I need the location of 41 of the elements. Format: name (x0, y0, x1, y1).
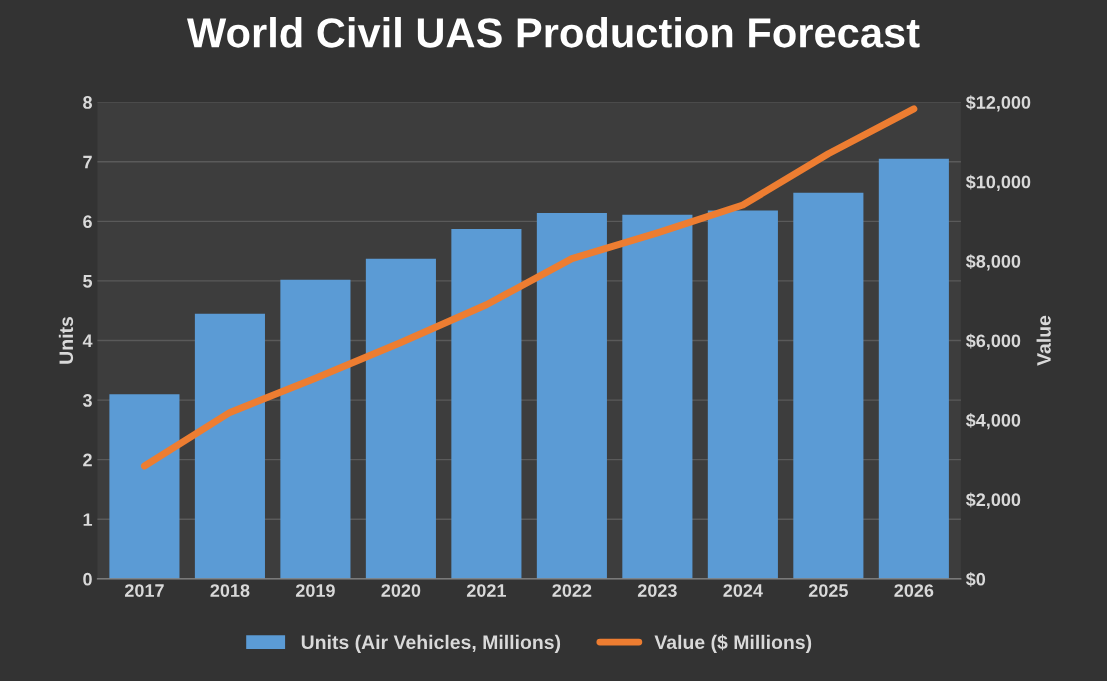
y2-tick-label: $0 (965, 571, 986, 587)
legend-label: Value ($ Millions) (654, 634, 812, 653)
y-tick-label: 7 (83, 155, 92, 169)
x-tick-label: 2021 (466, 584, 506, 597)
y2-tick-label: $2,000 (965, 492, 1021, 509)
bar (707, 210, 778, 579)
y-tick-label: 0 (83, 572, 92, 586)
bar (280, 279, 351, 579)
bar (878, 158, 949, 579)
y-tick-label: 1 (83, 513, 93, 526)
legend-label: Units (Air Vehicles, Millions) (301, 634, 561, 653)
y-tick-label: 2 (83, 453, 92, 467)
y2-tick-label: $8,000 (965, 254, 1021, 271)
bar (536, 212, 607, 579)
x-tick-label: 2019 (295, 584, 335, 597)
y-tick-label: 8 (83, 96, 92, 109)
y2-tick-label: $6,000 (965, 333, 1021, 350)
bar (109, 394, 180, 579)
y-axis-title: Units (58, 316, 74, 364)
y2-tick-label: $10,000 (965, 174, 1031, 191)
y-tick-label: 4 (82, 334, 93, 348)
x-tick-label: 2022 (552, 584, 592, 597)
x-tick-label: 2018 (210, 584, 250, 597)
x-tick-label: 2023 (637, 584, 677, 597)
x-tick-label: 2020 (381, 584, 421, 597)
y2-tick-label: $12,000 (965, 95, 1031, 112)
bar (194, 313, 265, 579)
bar (622, 214, 693, 579)
y2-axis-title: Value (1036, 315, 1051, 366)
bar (451, 229, 522, 579)
chart-title: World Civil UAS Production Forecast (186, 17, 920, 48)
x-tick-label: 2024 (723, 584, 763, 597)
y2-tick-label: $4,000 (965, 413, 1021, 430)
x-tick-label: 2026 (894, 584, 934, 597)
y-tick-label: 5 (83, 275, 93, 288)
bar (793, 192, 864, 579)
x-tick-label: 2017 (124, 584, 164, 597)
bar (365, 258, 436, 579)
y-tick-label: 6 (83, 215, 92, 229)
y-tick-label: 3 (82, 394, 92, 407)
x-tick-label: 2025 (808, 584, 848, 597)
